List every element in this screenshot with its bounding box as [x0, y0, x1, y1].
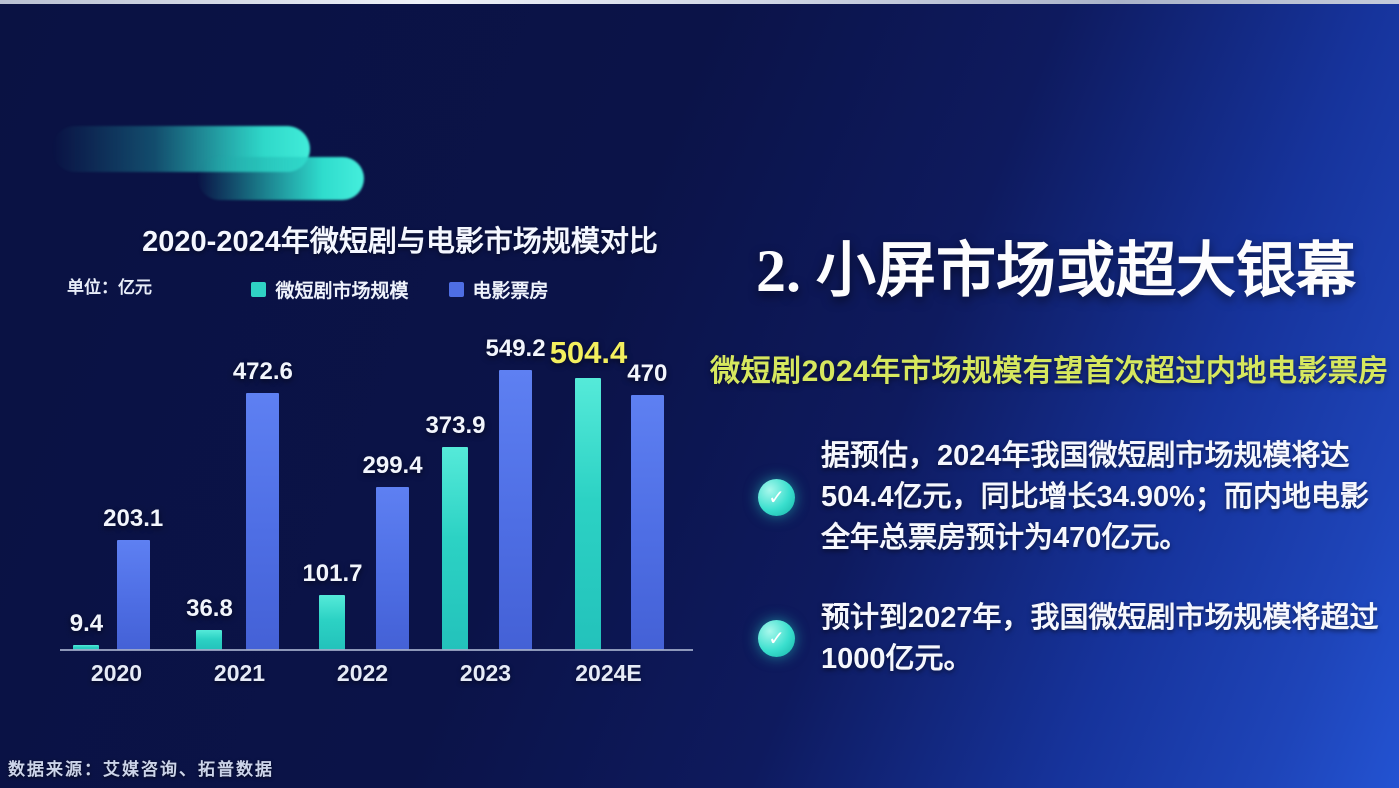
- bar-column: 299.4: [363, 335, 423, 650]
- x-axis-labels: 2020 2021 2022 2023 2024E: [55, 660, 670, 687]
- chart-title: 2020-2024年微短剧与电影市场规模对比: [142, 226, 658, 258]
- bar-column: 373.9: [425, 335, 486, 650]
- check-icon: ✓: [758, 479, 795, 517]
- bar-2024E-电影票房: [630, 395, 664, 650]
- plot-area: 9.4 203.1 36.8 472.6 101.7 299.4 373.9 549.2 504…: [55, 335, 670, 650]
- bar-column: 36.8: [186, 335, 233, 650]
- legend-item: 电影票房: [448, 276, 549, 303]
- legend-swatch: [448, 282, 464, 297]
- data-source-note: 数据来源：艾媒咨询、拓普数据: [8, 760, 274, 779]
- bar-column: 203.1: [103, 335, 163, 650]
- section-heading: 2. 小屏市场或超大银幕: [756, 238, 1356, 304]
- bar-group-2023: 373.9 549.2: [424, 335, 547, 650]
- bullet-item: ✓ 据预估，2024年我国微短剧市场规模将达504.4亿元，同比增长34.90%…: [758, 436, 1394, 560]
- section-subtitle: 微短剧2024年市场规模有望首次超过内地电影票房: [710, 355, 1389, 388]
- legend-label: 电影票房: [472, 281, 549, 302]
- bar-column: 549.2: [486, 335, 546, 650]
- chart-legend: 微短剧市场规模 电影票房: [150, 276, 650, 303]
- chart-unit-label: 单位：亿元: [67, 278, 152, 297]
- bullet-text: 预计到2027年，我国微短剧市场规模将超过1000亿元。: [821, 601, 1379, 675]
- x-axis-label-2021: 2021: [213, 660, 266, 686]
- bullet-item: ✓ 预计到2027年，我国微短剧市场规模将超过1000亿元。: [758, 598, 1394, 680]
- bar-2022-电影票房: [376, 487, 410, 650]
- bar-2020-电影票房: [116, 540, 150, 650]
- bar-column: 472.6: [233, 335, 293, 650]
- legend-swatch: [251, 282, 267, 297]
- bar-group-2024E: 504.4 470: [547, 335, 670, 650]
- bar-value-label: 470: [627, 360, 668, 387]
- bar-value-label: 373.9: [425, 412, 486, 439]
- legend-label: 微短剧市场规模: [275, 281, 409, 302]
- bar-2022-微短剧市场规模: [319, 595, 346, 650]
- bar-value-label: 504.4: [549, 335, 628, 370]
- bar-2021-电影票房: [246, 393, 280, 650]
- bar-value-label: 36.8: [186, 595, 233, 622]
- bar-2021-微短剧市场规模: [196, 630, 223, 650]
- bar-value-label: 299.4: [362, 452, 423, 479]
- bar-group-2022: 101.7 299.4: [301, 335, 424, 650]
- bar-column: 504.4: [549, 335, 628, 650]
- x-axis-label-2022: 2022: [336, 660, 389, 686]
- bar-column: 101.7: [302, 335, 363, 650]
- legend-item: 微短剧市场规模: [251, 276, 409, 303]
- bar-value-label: 472.6: [232, 358, 293, 385]
- bar-2023-微短剧市场规模: [442, 447, 469, 650]
- bar-value-label: 203.1: [103, 505, 164, 532]
- x-axis-label-2020: 2020: [90, 660, 143, 686]
- bar-column: 9.4: [70, 335, 103, 650]
- bar-column: 470: [627, 335, 667, 650]
- top-edge-strip: [0, 0, 1399, 4]
- x-axis-label-2024E: 2024E: [575, 660, 642, 686]
- bar-2024E-微短剧市场规模: [575, 378, 602, 650]
- bar-2020-微短剧市场规模: [73, 645, 100, 650]
- x-axis-line: [60, 649, 693, 651]
- bar-2023-电影票房: [499, 370, 533, 650]
- check-icon: ✓: [758, 620, 795, 658]
- bar-value-label: 9.4: [69, 610, 104, 637]
- bar-value-label: 549.2: [485, 335, 546, 362]
- comet-decoration-small: [198, 157, 364, 200]
- bar-group-2021: 36.8 472.6: [178, 335, 301, 650]
- bullet-list: ✓ 据预估，2024年我国微短剧市场规模将达504.4亿元，同比增长34.90%…: [758, 436, 1394, 680]
- bar-group-2020: 9.4 203.1: [55, 335, 178, 650]
- bullet-text: 据预估，2024年我国微短剧市场规模将达504.4亿元，同比增长34.90%；而…: [821, 440, 1369, 555]
- bar-value-label: 101.7: [302, 560, 363, 587]
- x-axis-label-2023: 2023: [459, 660, 512, 686]
